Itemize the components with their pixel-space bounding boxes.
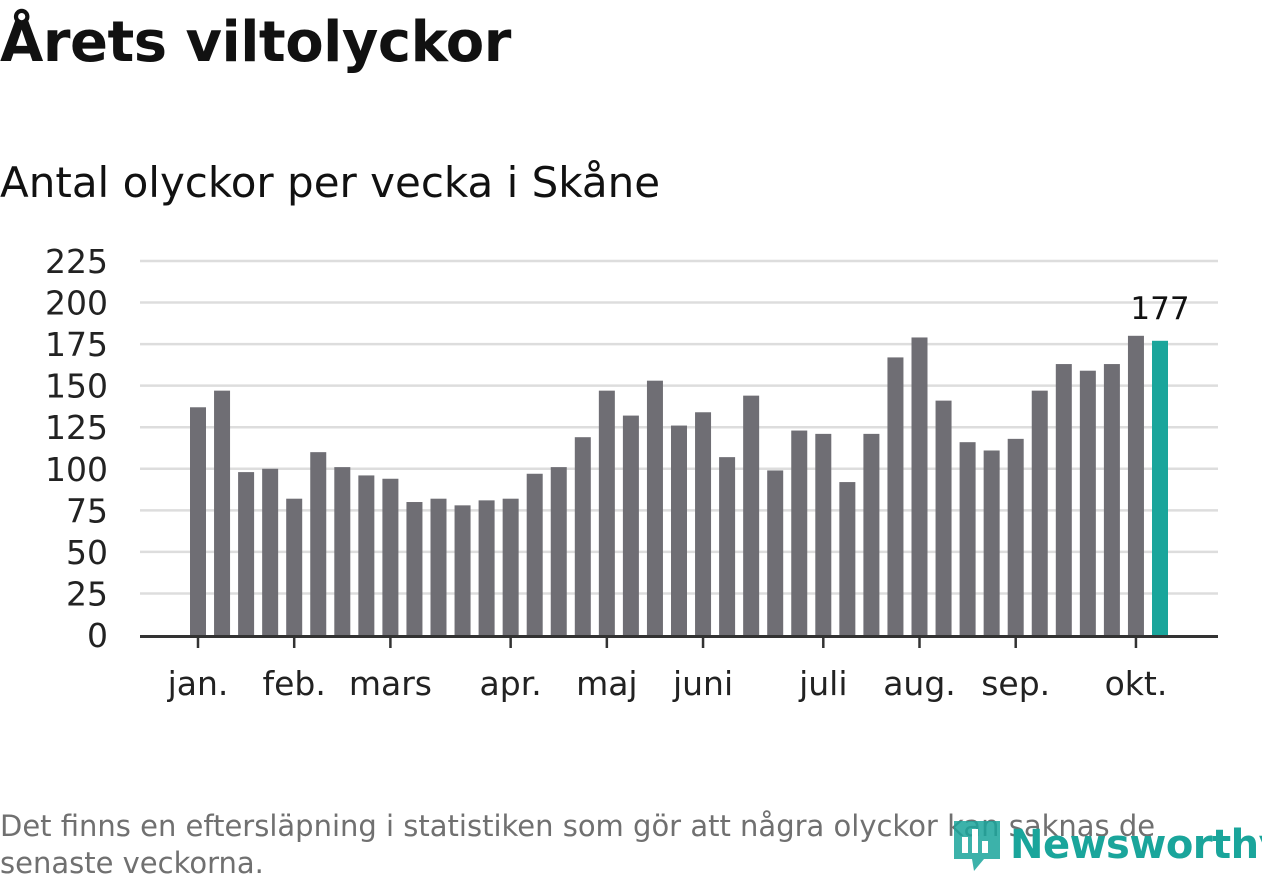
bar bbox=[358, 475, 375, 635]
bar bbox=[238, 472, 255, 635]
bar bbox=[959, 442, 976, 635]
bar bbox=[911, 337, 928, 635]
x-tick-label: jan. bbox=[167, 664, 229, 703]
bar bbox=[478, 500, 495, 635]
y-tick-label: 50 bbox=[66, 533, 108, 572]
bar bbox=[863, 433, 880, 635]
x-tick-label: maj bbox=[576, 664, 638, 703]
y-tick-label: 225 bbox=[45, 242, 108, 281]
bar bbox=[502, 498, 519, 635]
bar bbox=[1103, 364, 1120, 635]
bar bbox=[622, 415, 639, 635]
bar bbox=[430, 498, 447, 635]
bar bbox=[286, 498, 303, 635]
y-tick-label: 100 bbox=[45, 450, 108, 489]
data-label: 177 bbox=[1130, 291, 1189, 327]
x-tick-label: aug. bbox=[883, 664, 956, 703]
x-tick-label: sep. bbox=[981, 664, 1050, 703]
bar bbox=[671, 425, 687, 635]
bar bbox=[454, 505, 471, 635]
bar bbox=[695, 412, 712, 635]
bar bbox=[598, 390, 615, 635]
bar bbox=[839, 482, 856, 635]
y-tick-label: 200 bbox=[45, 284, 108, 323]
y-tick-label: 75 bbox=[66, 491, 108, 530]
bar bbox=[1055, 364, 1072, 635]
bar bbox=[767, 470, 784, 635]
bar bbox=[406, 502, 423, 635]
y-tick-label: 25 bbox=[66, 574, 108, 613]
x-tick-label: feb. bbox=[263, 664, 326, 703]
bar bbox=[719, 457, 736, 635]
y-tick-label: 150 bbox=[45, 367, 108, 406]
bar bbox=[646, 380, 663, 635]
bar bbox=[310, 452, 327, 635]
bar bbox=[1079, 370, 1096, 635]
newsworthy-logo: Newsworthy bbox=[950, 812, 1262, 878]
bar bbox=[1127, 335, 1144, 635]
bar bbox=[887, 357, 904, 635]
y-tick-label: 125 bbox=[45, 408, 108, 447]
highlight-bar bbox=[1152, 340, 1168, 635]
bar bbox=[1031, 390, 1048, 635]
brand-name: Newsworthy bbox=[1010, 822, 1262, 868]
bar bbox=[262, 468, 279, 635]
bar bbox=[1007, 438, 1024, 635]
bar bbox=[382, 478, 399, 635]
bar bbox=[743, 395, 760, 635]
bar bbox=[550, 467, 567, 635]
bar bbox=[983, 450, 1000, 635]
y-tick-label: 0 bbox=[87, 616, 108, 655]
bar bbox=[815, 433, 832, 635]
x-tick-label: okt. bbox=[1105, 664, 1168, 703]
newsworthy-logo-icon bbox=[954, 821, 1000, 871]
bar bbox=[214, 390, 231, 635]
x-tick-label: juli bbox=[798, 664, 847, 703]
bar bbox=[190, 407, 206, 635]
bar bbox=[574, 437, 591, 635]
chart-subtitle: Antal olyckor per vecka i Skåne bbox=[0, 158, 661, 207]
x-tick-label: juni bbox=[672, 664, 733, 703]
x-tick-label: apr. bbox=[480, 664, 542, 703]
y-tick-label: 175 bbox=[45, 325, 108, 364]
bar bbox=[791, 430, 808, 635]
bar bbox=[334, 467, 351, 635]
bar bbox=[526, 473, 543, 635]
chart-title: Årets viltolyckor bbox=[0, 10, 511, 75]
x-tick-label: mars bbox=[349, 664, 432, 703]
bar bbox=[935, 400, 952, 635]
